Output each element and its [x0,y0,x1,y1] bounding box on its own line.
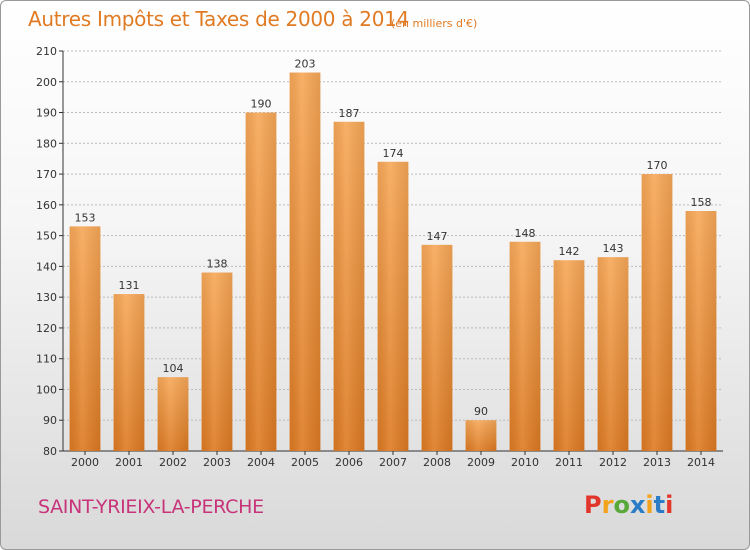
bar-value-label: 143 [603,242,624,255]
y-tick-label: 170 [36,168,57,181]
x-tick-label: 2003 [203,456,231,469]
logo-letter: P [584,491,602,519]
x-tick-label: 2013 [643,456,671,469]
bar-shading [509,241,541,451]
logo-letter: r [601,491,614,519]
y-tick-label: 150 [36,230,57,243]
x-tick-label: 2001 [115,456,143,469]
y-tick-label: 130 [36,291,57,304]
commune-name: SAINT-YRIEIX-LA-PERCHE [38,496,264,518]
bar-value-label: 203 [295,58,316,71]
chart-subtitle: (en milliers d'€) [391,17,478,30]
x-tick-label: 2008 [423,456,451,469]
bar-shading [553,260,585,451]
y-tick-label: 120 [36,322,57,335]
logo-letter: o [613,491,630,519]
bar-shading [465,420,497,451]
y-tick-label: 90 [43,414,57,427]
bar-value-label: 131 [119,279,140,292]
bar-shading [597,257,629,451]
bar-value-label: 138 [207,258,228,271]
y-tick-label: 190 [36,107,57,120]
x-tick-label: 2005 [291,456,319,469]
x-tick-label: 2011 [555,456,583,469]
y-tick-label: 210 [36,45,57,58]
bar-value-label: 142 [559,245,580,258]
bar-shading [113,294,145,451]
y-tick-label: 80 [43,445,57,458]
bar-value-label: 190 [251,98,272,111]
logo-letter: i [645,491,654,519]
logo-letter: i [665,491,674,519]
x-tick-label: 2000 [71,456,99,469]
bar-shading [245,112,277,452]
bar-value-label: 90 [474,405,488,418]
x-tick-label: 2014 [687,456,715,469]
bar-value-label: 147 [427,230,448,243]
bar-shading [641,174,673,452]
y-tick-label: 110 [36,353,57,366]
x-tick-label: 2002 [159,456,187,469]
logo-letter: x [629,491,646,519]
bar-value-label: 174 [383,147,404,160]
bar-value-label: 187 [339,107,360,120]
y-tick-label: 160 [36,199,57,212]
y-tick-label: 180 [36,137,57,150]
logo-letter: t [653,491,666,519]
bar-shading [157,377,189,451]
bar-shading [685,211,717,451]
bar-value-label: 148 [515,227,536,240]
bar-shading [421,244,453,451]
y-tick-label: 200 [36,76,57,89]
x-tick-label: 2007 [379,456,407,469]
y-tick-label: 100 [36,383,57,396]
bar-value-label: 153 [75,211,96,224]
x-tick-label: 2006 [335,456,363,469]
bar-shading [377,161,409,451]
bar-shading [289,72,321,452]
bar-value-label: 170 [647,159,668,172]
x-tick-label: 2009 [467,456,495,469]
x-tick-label: 2010 [511,456,539,469]
proxiti-logo: Proxiti [584,491,694,527]
bar-value-label: 158 [691,196,712,209]
bar-value-label: 104 [163,362,184,375]
bar-shading [201,272,233,451]
bar-shading [333,121,365,452]
chart-title: Autres Impôts et Taxes de 2000 à 2014 [28,7,409,31]
x-tick-label: 2012 [599,456,627,469]
y-tick-label: 140 [36,260,57,273]
x-tick-label: 2004 [247,456,275,469]
bar-shading [69,226,101,451]
